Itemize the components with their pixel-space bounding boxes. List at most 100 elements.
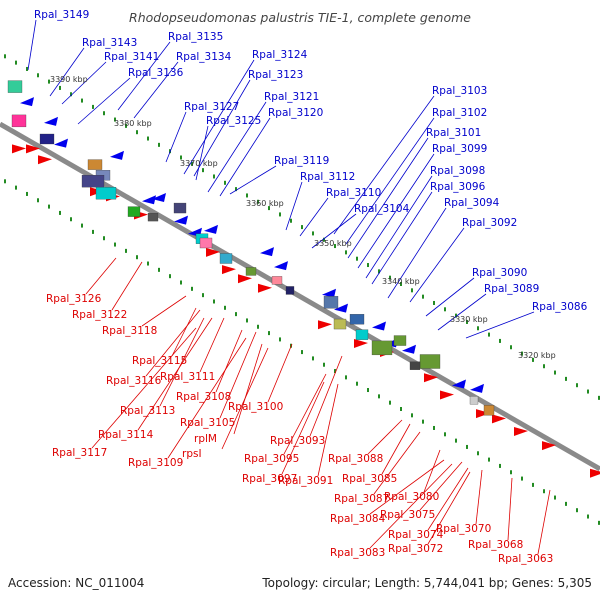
forward-leader-line: [333, 95, 435, 235]
upper-tick-mark: [37, 73, 39, 78]
reverse-leader-line: [85, 257, 117, 295]
reverse-gene-label[interactable]: Rpal_3085: [342, 473, 397, 485]
reverse-gene-label[interactable]: Rpal_3084: [330, 513, 386, 525]
gene-block: [371, 340, 393, 356]
forward-gene-label[interactable]: Rpal_3092: [462, 217, 517, 229]
gene-block: [199, 237, 213, 249]
forward-gene-label[interactable]: Rpal_3112: [300, 171, 355, 183]
reverse-leader-line: [507, 477, 513, 541]
gene-block: [245, 267, 257, 276]
lower-tick-mark: [202, 293, 204, 298]
forward-gene-label[interactable]: Rpal_3090: [472, 267, 527, 279]
forward-gene-label[interactable]: Rpal_3098: [430, 165, 485, 177]
upper-tick-mark: [433, 300, 435, 305]
lower-tick-mark: [279, 337, 281, 342]
forward-gene-label[interactable]: Rpal_3101: [426, 127, 481, 139]
forward-gene-label[interactable]: Rpal_3110: [326, 187, 381, 199]
upper-tick-mark: [59, 85, 61, 90]
reverse-gene-label[interactable]: Rpal_3080: [384, 491, 439, 503]
forward-gene-label[interactable]: Rpal_3136: [128, 67, 184, 79]
upper-tick-mark: [246, 193, 248, 198]
lower-tick-mark: [26, 191, 28, 196]
upper-tick-mark: [576, 383, 578, 388]
forward-gene-label[interactable]: Rpal_3123: [248, 69, 303, 81]
forward-gene-label[interactable]: Rpal_3141: [104, 51, 159, 63]
reverse-gene-label[interactable]: Rpal_3117: [52, 447, 107, 459]
reverse-gene-label[interactable]: Rpal_3072: [388, 543, 443, 555]
forward-gene-labels: Rpal_3149 Rpal_3143 Rpal_3141 Rpal_3135 Rpal…: [34, 9, 588, 313]
forward-leader-line: [357, 153, 435, 269]
forward-gene-label[interactable]: Rpal_3104: [354, 203, 410, 215]
forward-gene-label[interactable]: Rpal_3124: [252, 49, 308, 61]
reverse-gene-label[interactable]: Rpal_3116: [106, 375, 162, 387]
forward-gene-label[interactable]: Rpal_3135: [168, 31, 223, 43]
reverse-gene-label[interactable]: Rpal_3063: [498, 553, 553, 565]
forward-gene-arrow: [152, 193, 166, 202]
forward-gene-label[interactable]: Rpal_3149: [34, 9, 89, 21]
lower-tick-mark: [565, 501, 567, 506]
lower-tick-mark: [334, 369, 336, 374]
lower-tick-mark: [576, 508, 578, 513]
forward-gene-label[interactable]: Rpal_3103: [432, 85, 487, 97]
reverse-gene-label[interactable]: Rpal_3109: [128, 457, 183, 469]
upper-tick-mark: [455, 313, 457, 318]
forward-gene-label[interactable]: Rpal_3127: [184, 101, 239, 113]
reverse-gene-label[interactable]: rpsI: [182, 448, 202, 460]
forward-gene-label[interactable]: Rpal_3120: [268, 107, 323, 119]
forward-gene-label[interactable]: Rpal_3119: [274, 155, 329, 167]
lower-tick-mark: [510, 470, 512, 475]
lower-tick-mark: [268, 331, 270, 336]
reverse-gene-label[interactable]: Rpal_3111: [160, 371, 215, 383]
reverse-gene-label[interactable]: rplM: [194, 433, 217, 445]
forward-gene-label[interactable]: Rpal_3099: [432, 143, 487, 155]
forward-gene-label[interactable]: Rpal_3094: [444, 197, 500, 209]
forward-gene-arrow: [452, 379, 466, 389]
forward-leader-line: [387, 207, 447, 299]
reverse-gene-label[interactable]: Rpal_3105: [180, 417, 235, 429]
forward-gene-label[interactable]: Rpal_3102: [432, 107, 487, 119]
scale-mark-label: 3380 kbp: [114, 119, 152, 128]
forward-gene-label[interactable]: Rpal_3086: [532, 301, 588, 313]
scale-mark-label: 3350 kbp: [314, 239, 352, 248]
forward-gene-label[interactable]: Rpal_3143: [82, 37, 137, 49]
reverse-gene-label[interactable]: Rpal_3070: [436, 523, 491, 535]
upper-tick-mark: [202, 168, 204, 173]
reverse-gene-label[interactable]: Rpal_3113: [120, 405, 175, 417]
reverse-gene-label[interactable]: Rpal_3095: [244, 453, 299, 465]
upper-tick-mark: [92, 104, 94, 109]
forward-gene-label[interactable]: Rpal_3121: [264, 91, 319, 103]
reverse-gene-label[interactable]: Rpal_3118: [102, 325, 157, 337]
upper-tick-mark: [510, 345, 512, 350]
gene-block: [127, 206, 141, 217]
forward-gene-label[interactable]: Rpal_3096: [430, 181, 486, 193]
reverse-gene-label[interactable]: Rpal_3093: [270, 435, 325, 447]
gene-block: [349, 314, 365, 325]
forward-gene-label[interactable]: Rpal_3089: [484, 283, 539, 295]
reverse-gene-label[interactable]: Rpal_3114: [98, 429, 154, 441]
upper-tick-mark: [147, 136, 149, 141]
forward-leader-line: [409, 227, 465, 303]
forward-leader-line: [425, 277, 475, 317]
lower-tick-mark: [411, 413, 413, 418]
reverse-leader-line: [215, 329, 243, 393]
reverse-gene-label[interactable]: Rpal_3126: [46, 293, 102, 305]
lower-tick-mark: [455, 438, 457, 443]
forward-gene-label[interactable]: Rpal_3134: [176, 51, 232, 63]
reverse-gene-label[interactable]: Rpal_3074: [388, 529, 444, 541]
upper-tick-mark: [345, 250, 347, 255]
reverse-gene-label[interactable]: Rpal_3083: [330, 547, 385, 559]
reverse-gene-label[interactable]: Rpal_3122: [72, 309, 127, 321]
reverse-gene-label[interactable]: Rpal_3087: [334, 493, 389, 505]
reverse-gene-label[interactable]: Rpal_3091: [278, 475, 333, 487]
reverse-gene-label[interactable]: Rpal_3075: [380, 509, 435, 521]
reverse-gene-label[interactable]: Rpal_3068: [468, 539, 523, 551]
reverse-gene-label[interactable]: Rpal_3115: [132, 355, 187, 367]
forward-gene-label[interactable]: Rpal_3125: [206, 115, 261, 127]
reverse-gene-label[interactable]: Rpal_3100: [228, 401, 283, 413]
reverse-gene-label[interactable]: Rpal_3108: [176, 391, 231, 403]
forward-leader-line: [207, 101, 267, 193]
upper-tick-mark: [235, 187, 237, 192]
reverse-gene-label[interactable]: Rpal_3088: [328, 453, 383, 465]
reverse-gene-label[interactable]: Rpal_3097: [242, 473, 297, 485]
upper-tick-mark: [543, 364, 545, 369]
